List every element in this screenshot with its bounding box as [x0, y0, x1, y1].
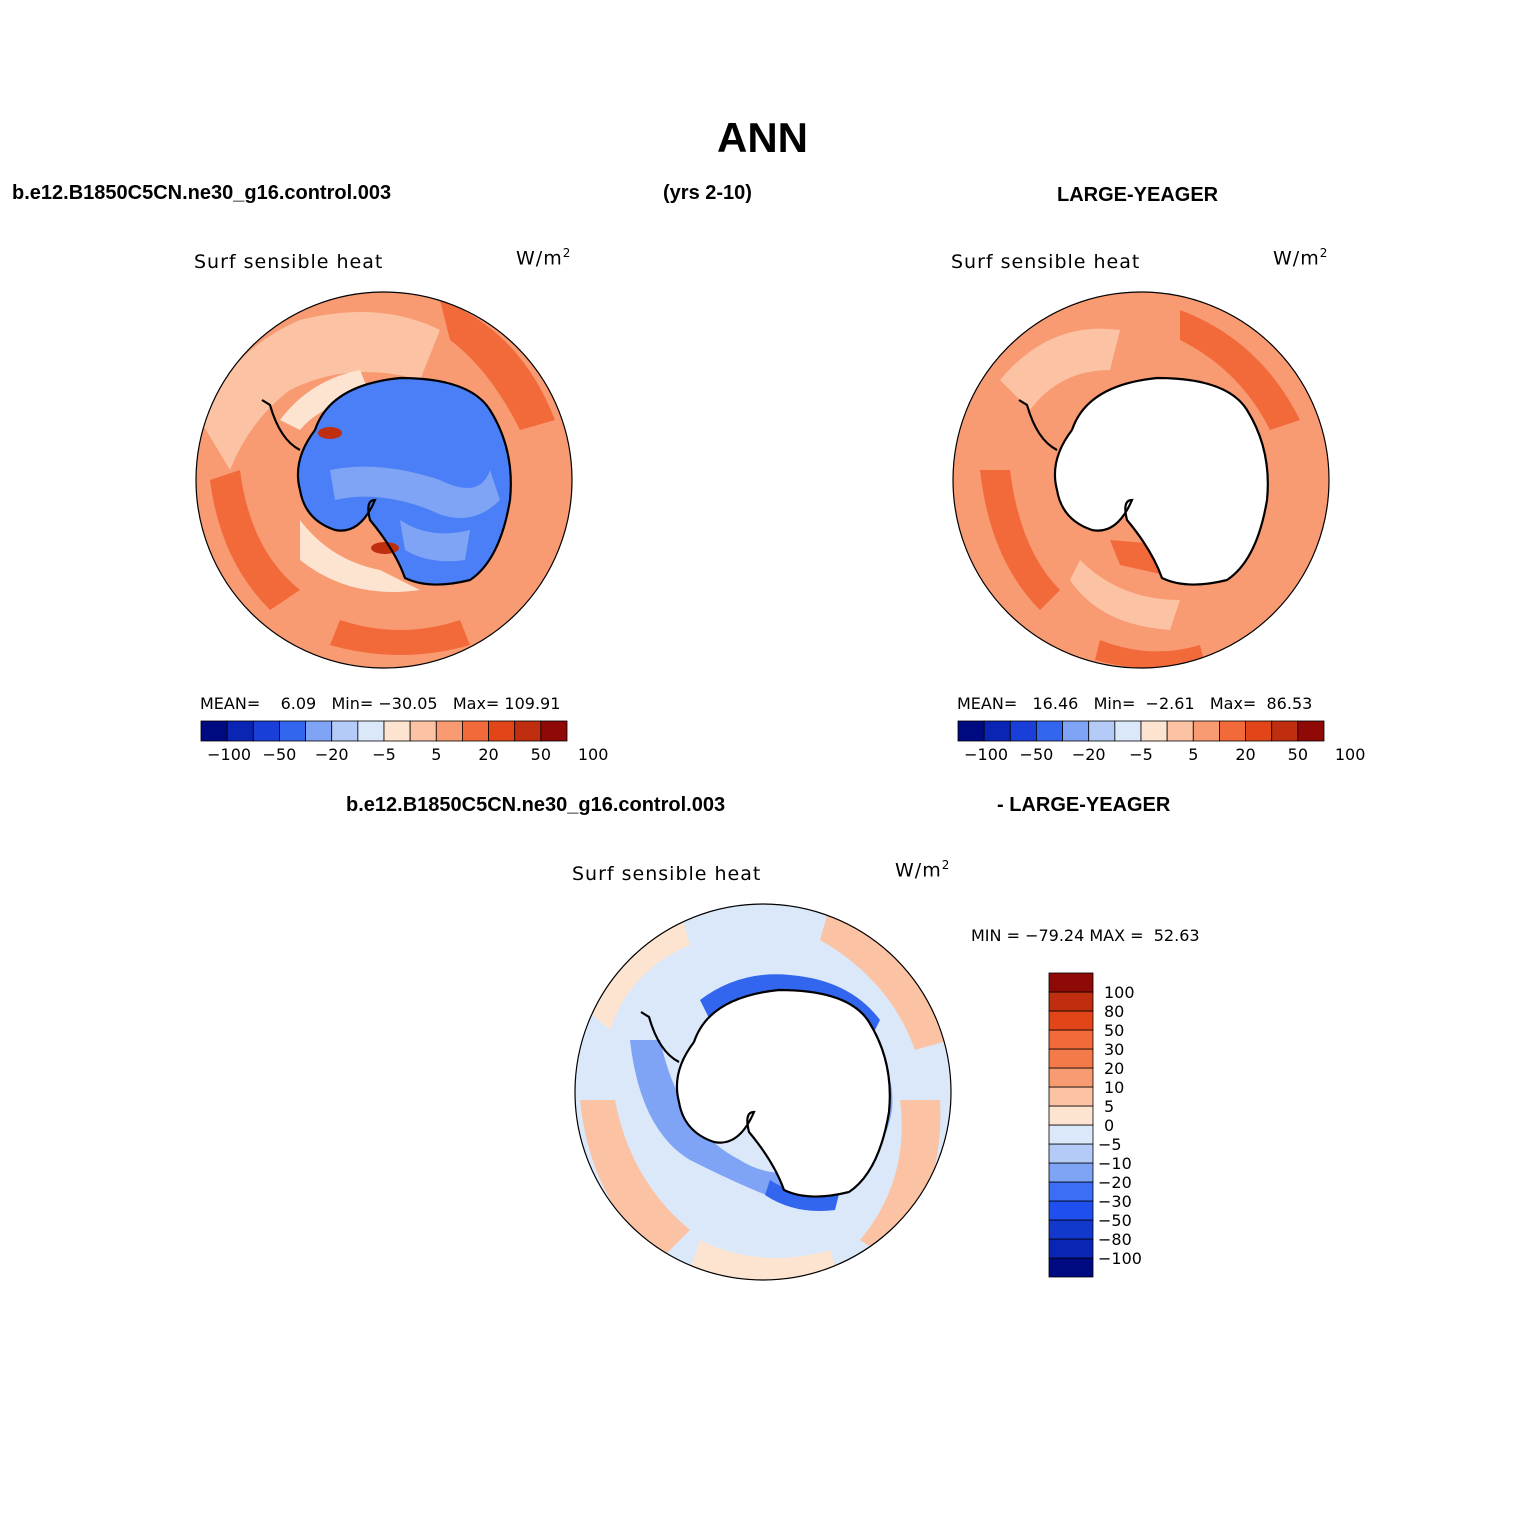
colorbar-swatch: [1048, 1010, 1094, 1031]
colorbar-tick-label: 0: [1104, 1116, 1115, 1135]
years-header: (yrs 2-10): [663, 182, 752, 204]
diff-minmax: MIN = −79.24 MAX = 52.63: [971, 926, 1200, 945]
figure-title: ANN: [717, 114, 808, 161]
right-colorbar: [957, 720, 1325, 742]
colorbar-swatch: [1048, 1048, 1094, 1069]
colorbar-swatch: [1048, 1181, 1094, 1202]
colorbar-tick-label: −100: [964, 745, 1009, 764]
case-name-header: b.e12.B1850C5CN.ne30_g16.control.003: [12, 182, 392, 204]
colorbar-swatch: [1048, 1067, 1094, 1088]
left-colorbar-ticks: −100 −50 −20 −5 5 20 50 100: [201, 745, 608, 765]
diff-panel-units: W/m2: [895, 858, 951, 882]
colorbar-swatch: [1048, 1029, 1094, 1050]
colorbar-tick-label: −20: [314, 745, 349, 764]
colorbar-tick-label: −50: [262, 745, 297, 764]
colorbar-tick-label: 100: [577, 745, 609, 764]
colorbar-tick-label: −100: [207, 745, 252, 764]
colorbar-tick-label: −80: [1098, 1230, 1132, 1249]
colorbar-swatch: [540, 720, 568, 742]
right-panel-title: Surf sensible heat: [951, 251, 1141, 273]
colorbar-swatch: [1048, 1257, 1094, 1278]
colorbar-tick-label: 20: [478, 745, 499, 764]
colorbar-tick-label: 5: [431, 745, 442, 764]
colorbar-tick-label: −50: [1098, 1211, 1132, 1230]
colorbar-swatch: [1048, 1200, 1094, 1221]
colorbar-swatch: [1048, 1143, 1094, 1164]
diff-colorbar-labels: 100 80 50 30 20 10 5 0 −5 −10 −20 −30 −50 −80 −100: [1098, 973, 1158, 1277]
colorbar-tick-label: 20: [1104, 1059, 1125, 1078]
colorbar-swatch: [1048, 1162, 1094, 1183]
colorbar-swatch: [1048, 972, 1094, 993]
colorbar-swatch: [1048, 1124, 1094, 1145]
left-panel-units: W/m2: [516, 246, 572, 270]
diff-panel-title: Surf sensible heat: [572, 863, 762, 885]
colorbar-tick-label: 10: [1104, 1078, 1125, 1097]
colorbar-tick-label: −30: [1098, 1192, 1132, 1211]
left-panel-title: Surf sensible heat: [194, 251, 384, 273]
colorbar-tick-label: 100: [1334, 745, 1366, 764]
colorbar-swatch: [1048, 1105, 1094, 1126]
colorbar-swatch: [1297, 720, 1325, 742]
colorbar-tick-label: 30: [1104, 1040, 1125, 1059]
colorbar-tick-label: −20: [1098, 1173, 1132, 1192]
colorbar-tick-label: 50: [1104, 1021, 1125, 1040]
colorbar-tick-label: −5: [1129, 745, 1153, 764]
right-panel-stats: MEAN= 16.46 Min= −2.61 Max= 86.53: [957, 694, 1313, 713]
colorbar-swatch: [1048, 1238, 1094, 1259]
colorbar-tick-label: −5: [372, 745, 396, 764]
colorbar-tick-label: 5: [1104, 1097, 1115, 1116]
diff-colorbar: [1048, 972, 1094, 1278]
colorbar-tick-label: 20: [1235, 745, 1256, 764]
colorbar-tick-label: 100: [1104, 983, 1135, 1002]
diff-case-header: b.e12.B1850C5CN.ne30_g16.control.003: [346, 794, 726, 816]
colorbar-tick-label: 5: [1188, 745, 1199, 764]
colorbar-tick-label: 50: [1287, 745, 1309, 764]
right-colorbar-ticks: −100 −50 −20 −5 5 20 50 100: [958, 745, 1365, 765]
diff-obs-header: - LARGE-YEAGER: [997, 794, 1171, 816]
colorbar-tick-label: −20: [1071, 745, 1106, 764]
colorbar-tick-label: 50: [530, 745, 552, 764]
colorbar-tick-label: −10: [1098, 1154, 1132, 1173]
colorbar-swatch: [1048, 1219, 1094, 1240]
left-panel-stats: MEAN= 6.09 Min= −30.05 Max= 109.91: [200, 694, 561, 713]
left-colorbar: [200, 720, 568, 742]
colorbar-tick-label: −5: [1098, 1135, 1122, 1154]
colorbar-tick-label: 80: [1104, 1002, 1125, 1021]
colorbar-tick-label: −50: [1019, 745, 1054, 764]
colorbar-tick-label: −100: [1098, 1249, 1142, 1268]
colorbar-swatch: [1048, 1086, 1094, 1107]
colorbar-swatch: [1048, 991, 1094, 1012]
obs-header: LARGE-YEAGER: [1057, 184, 1219, 206]
right-panel-units: W/m2: [1273, 246, 1329, 270]
